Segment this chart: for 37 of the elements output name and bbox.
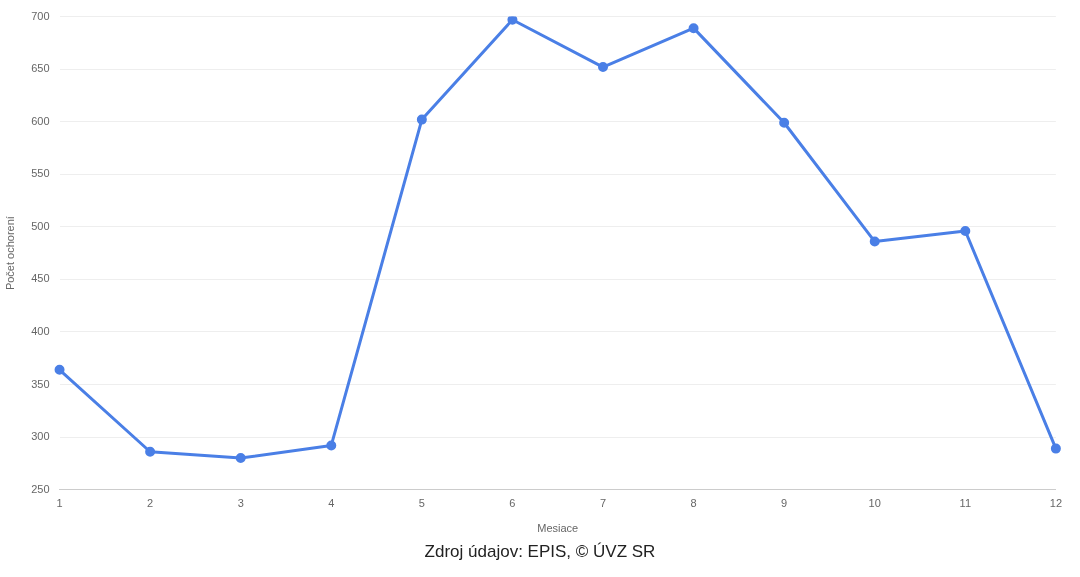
x-tick-label: 2 [147, 497, 154, 510]
point [145, 446, 156, 457]
point [688, 23, 699, 34]
y-tick-label: 550 [31, 167, 50, 180]
y-tick-label: 250 [31, 482, 50, 495]
point [235, 453, 246, 464]
point [869, 236, 880, 247]
point [598, 62, 609, 73]
point [960, 226, 971, 237]
x-tick-label: 6 [509, 497, 516, 510]
x-tick-label: 10 [868, 497, 881, 510]
x-axis-title: Mesiace [537, 522, 579, 535]
y-tick-label: 600 [31, 114, 50, 127]
text: Zdroj údajov: EPIS, © ÚVZ SR [423, 542, 657, 562]
y-tick-label: 400 [31, 324, 50, 337]
y-axis-title: Počet ochorení [3, 216, 16, 291]
y-tick-label: 350 [31, 377, 50, 390]
point [779, 117, 790, 128]
y-tick-label: 450 [31, 272, 50, 285]
point [326, 440, 337, 451]
point [416, 114, 427, 125]
x-tick-label: 8 [690, 497, 697, 510]
point [54, 364, 65, 375]
point [1050, 443, 1061, 454]
x-tick-label: 4 [328, 497, 335, 510]
x-tick-label: 9 [781, 497, 788, 510]
point [507, 16, 518, 25]
y-tick-label: 650 [31, 62, 50, 75]
x-tick-label: 11 [959, 497, 972, 510]
y-tick-label: 500 [31, 219, 50, 232]
x-tick-label: 3 [237, 497, 244, 510]
x-tick-label: 1 [56, 497, 63, 510]
x-tick-label: 12 [1049, 497, 1063, 510]
y-tick-label: 300 [31, 430, 50, 443]
y-tick-label: 700 [31, 9, 50, 22]
x-tick-label: 7 [599, 497, 607, 510]
x-tick-label: 5 [418, 497, 425, 510]
